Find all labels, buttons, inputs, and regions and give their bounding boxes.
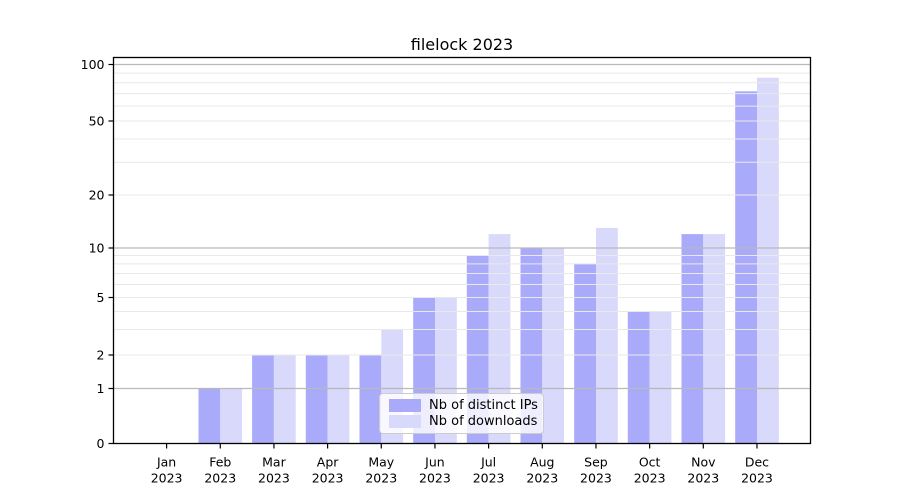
y-tick-label: 2 bbox=[97, 348, 105, 363]
y-tick-label: 0 bbox=[97, 436, 105, 451]
plot-border bbox=[112, 56, 812, 445]
bar-downloads-apr bbox=[327, 355, 350, 444]
x-tick-label-year: 2023 bbox=[312, 471, 344, 486]
bar-downloads-aug bbox=[542, 248, 565, 444]
bar-downloads-nov bbox=[703, 234, 726, 444]
x-tick-label-month: Dec bbox=[745, 455, 769, 470]
x-tick-label-month: Jul bbox=[480, 455, 496, 470]
x-tick-label-year: 2023 bbox=[741, 471, 773, 486]
y-tick-label: 1 bbox=[97, 381, 105, 396]
legend-item: Nb of downloads bbox=[389, 413, 538, 429]
bar-distinct-ips-nov bbox=[681, 234, 704, 444]
x-tick-label-month: Jan bbox=[156, 455, 176, 470]
x-tick-label-month: May bbox=[368, 455, 394, 470]
bar-downloads-jul bbox=[488, 234, 511, 444]
y-tick-label: 10 bbox=[89, 241, 105, 256]
legend-item: Nb of distinct IPs bbox=[389, 398, 538, 413]
x-tick-label-year: 2023 bbox=[526, 471, 558, 486]
x-tick-label-year: 2023 bbox=[634, 471, 666, 486]
legend-swatch bbox=[389, 414, 421, 428]
bar-distinct-ips-sep bbox=[574, 263, 596, 444]
x-tick-label-month: Mar bbox=[262, 455, 286, 470]
x-tick-label-month: Feb bbox=[209, 455, 231, 470]
x-tick-label-year: 2023 bbox=[365, 471, 397, 486]
bar-distinct-ips-apr bbox=[305, 355, 328, 444]
y-tick-label: 100 bbox=[81, 57, 105, 72]
bar-downloads-mar bbox=[273, 355, 296, 444]
x-tick-label-year: 2023 bbox=[419, 471, 451, 486]
x-tick-label-year: 2023 bbox=[258, 471, 290, 486]
x-tick-label-year: 2023 bbox=[204, 471, 236, 486]
x-tick-label-month: Apr bbox=[317, 455, 339, 470]
legend-label: Nb of distinct IPs bbox=[429, 398, 538, 414]
x-tick-label-month: Nov bbox=[691, 455, 716, 470]
bar-downloads-sep bbox=[596, 227, 618, 444]
bar-distinct-ips-dec bbox=[735, 91, 757, 444]
bar-distinct-ips-mar bbox=[252, 355, 274, 444]
chart-title: filelock 2023 bbox=[410, 35, 514, 54]
y-tick-label: 5 bbox=[97, 290, 105, 305]
x-tick-label-year: 2023 bbox=[151, 471, 183, 486]
x-tick-label-year: 2023 bbox=[580, 471, 612, 486]
legend: Nb of distinct IPs Nb of downloads bbox=[379, 393, 544, 434]
legend-swatch bbox=[389, 399, 421, 413]
bar-downloads-feb bbox=[220, 388, 243, 444]
legend-label: Nb of downloads bbox=[429, 413, 538, 429]
x-tick-label-year: 2023 bbox=[687, 471, 719, 486]
y-tick-label: 20 bbox=[89, 188, 105, 203]
bar-downloads-dec bbox=[757, 77, 779, 444]
x-tick-label-month: Sep bbox=[584, 455, 608, 470]
x-tick-label-month: Aug bbox=[530, 455, 554, 470]
bar-distinct-ips-oct bbox=[627, 311, 650, 444]
x-tick-label-year: 2023 bbox=[473, 471, 505, 486]
x-tick-label-month: Oct bbox=[639, 455, 661, 470]
bar-distinct-ips-may bbox=[359, 355, 382, 444]
x-tick-label-month: Jun bbox=[424, 455, 445, 470]
y-tick-label: 50 bbox=[89, 114, 105, 129]
bar-distinct-ips-feb bbox=[198, 388, 221, 444]
bar-downloads-oct bbox=[649, 311, 672, 444]
